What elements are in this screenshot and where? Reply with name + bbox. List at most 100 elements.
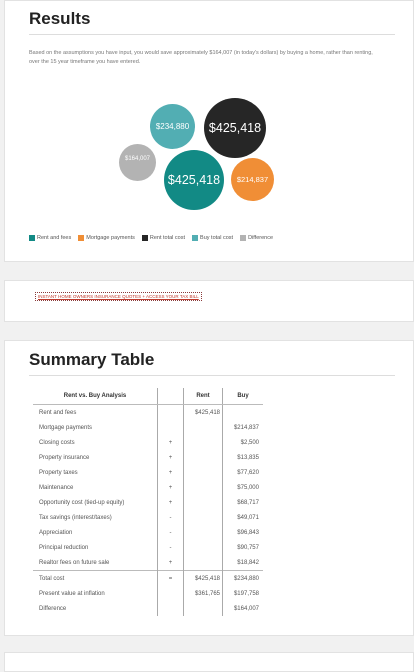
row-label: Tax savings (interest/taxes) xyxy=(39,514,112,521)
row-rent-value xyxy=(183,495,223,510)
row-label: Realtor fees on future sale xyxy=(39,559,110,566)
row-rent-value xyxy=(183,540,223,555)
legend-swatch xyxy=(240,235,247,241)
results-description: Based on the assumptions you have input,… xyxy=(29,50,373,65)
row-buy-value: $96,843 xyxy=(237,529,259,536)
table-row: Principal reduction - $90,757 xyxy=(33,540,263,555)
row-operator: + xyxy=(157,495,184,510)
row-operator: - xyxy=(157,540,184,555)
legend-item-rent-total: Rent total cost xyxy=(141,235,186,241)
table-row: Opportunity cost (tied-up equity) + $68,71… xyxy=(33,495,263,510)
row-label: Principal reduction xyxy=(39,544,89,551)
legend-swatch xyxy=(141,235,148,241)
row-operator: - xyxy=(157,525,184,540)
chart-legend: Rent and fees Mortgage payments Rent tot… xyxy=(29,235,273,241)
legend-label: Mortgage payments xyxy=(86,235,135,241)
legend-item-rent-fees: Rent and fees xyxy=(29,235,71,241)
column-header-analysis: Rent vs. Buy Analysis xyxy=(33,388,158,405)
table-row-total: Total cost = $425,418 $234,880 xyxy=(33,570,263,586)
bubble-rent-fees: $425,418 xyxy=(164,150,224,210)
row-buy-value: $2,500 xyxy=(240,439,259,446)
row-label: Total cost xyxy=(33,570,158,586)
row-rent-value xyxy=(183,465,223,480)
row-operator: - xyxy=(157,510,184,525)
row-buy-value: $164,007 xyxy=(233,605,259,612)
table-row: Appreciation - $96,843 xyxy=(33,525,263,540)
table-header-row: Rent vs. Buy Analysis Rent Buy xyxy=(33,388,263,405)
row-rent-value: $425,418 xyxy=(183,570,223,586)
row-rent-value xyxy=(183,450,223,465)
bubble-difference: $164,007 xyxy=(119,144,156,181)
table-row: Mortgage payments $214,837 xyxy=(33,420,263,435)
row-rent-value xyxy=(183,480,223,495)
row-buy-value: $13,835 xyxy=(237,454,259,461)
column-header-operator xyxy=(157,388,184,405)
ad-card: INSTANT HOME OWNERS INSURANCE QUOTES + A… xyxy=(4,280,414,322)
row-operator: + xyxy=(157,435,184,450)
results-card: Results Based on the assumptions you hav… xyxy=(4,0,414,262)
table-row: Maintenance + $75,000 xyxy=(33,480,263,495)
row-label: Opportunity cost (tied-up equity) xyxy=(39,499,125,506)
bubble-mortgage: $214,837 xyxy=(231,158,274,201)
next-card xyxy=(4,652,414,672)
row-operator: = xyxy=(157,570,184,586)
row-operator xyxy=(157,420,184,435)
legend-swatch xyxy=(29,235,35,241)
row-buy-value: $234,880 xyxy=(222,570,263,586)
legend-item-mortgage: Mortgage payments xyxy=(78,235,135,241)
row-operator: + xyxy=(157,450,184,465)
row-rent-value: $361,765 xyxy=(183,586,223,601)
bubble-rent-fees-label: $425,418 xyxy=(167,173,221,187)
row-operator xyxy=(157,601,184,616)
row-buy-value: $49,071 xyxy=(237,514,259,521)
summary-title: Summary Table xyxy=(29,350,155,369)
legend-label: Rent and fees xyxy=(37,235,72,241)
column-header-buy: Buy xyxy=(222,388,263,405)
bubble-buy-total-label: $234,880 xyxy=(155,122,190,131)
row-label: Rent and fees xyxy=(39,409,77,416)
row-operator xyxy=(157,586,184,601)
row-operator: + xyxy=(157,465,184,480)
row-buy-value: $77,620 xyxy=(237,469,259,476)
legend-item-buy-total: Buy total cost xyxy=(192,235,233,241)
row-buy-value: $197,758 xyxy=(233,590,259,597)
row-buy-value: $214,837 xyxy=(233,424,259,431)
summary-divider xyxy=(29,375,395,376)
table-row: Difference $164,007 xyxy=(33,601,263,616)
row-label: Present value at inflation xyxy=(39,590,105,597)
row-rent-value: $425,418 xyxy=(183,404,223,420)
row-buy-value: $68,717 xyxy=(237,499,259,506)
legend-swatch xyxy=(78,235,85,241)
column-header-rent: Rent xyxy=(183,388,223,405)
row-rent-value xyxy=(183,601,223,616)
row-label: Mortgage payments xyxy=(39,424,93,431)
legend-label: Buy total cost xyxy=(200,235,234,241)
table-row: Property insurance + $13,835 xyxy=(33,450,263,465)
legend-label: Difference xyxy=(248,235,274,241)
row-buy-value: $75,000 xyxy=(237,484,259,491)
row-operator: + xyxy=(157,480,184,495)
bubble-difference-label: $164,007 xyxy=(124,156,151,162)
row-buy-value: $18,842 xyxy=(237,559,259,566)
bubble-rent-total: $425,418 xyxy=(204,98,266,158)
row-label: Property insurance xyxy=(39,454,90,461)
row-label: Closing costs xyxy=(39,439,75,446)
row-label: Property taxes xyxy=(39,469,78,476)
summary-table: Rent vs. Buy Analysis Rent Buy Rent and … xyxy=(33,388,263,616)
results-title: Results xyxy=(29,9,91,28)
table-row: Rent and fees $425,418 xyxy=(33,404,264,421)
table-row: Property taxes + $77,620 xyxy=(33,465,263,480)
legend-item-difference: Difference xyxy=(240,235,273,241)
row-rent-value xyxy=(183,525,223,540)
row-buy-value xyxy=(223,405,264,421)
bubble-rent-total-label: $425,418 xyxy=(208,121,262,135)
row-rent-value xyxy=(183,435,223,450)
legend-label: Rent total cost xyxy=(149,235,186,241)
row-label: Maintenance xyxy=(39,484,74,491)
row-buy-value: $90,757 xyxy=(237,544,259,551)
table-row: Closing costs + $2,500 xyxy=(33,435,263,450)
row-rent-value xyxy=(183,510,223,525)
insurance-quote-link[interactable]: INSTANT HOME OWNERS INSURANCE QUOTES + A… xyxy=(35,292,202,301)
table-row: Tax savings (interest/taxes) - $49,071 xyxy=(33,510,263,525)
results-divider xyxy=(29,34,395,35)
